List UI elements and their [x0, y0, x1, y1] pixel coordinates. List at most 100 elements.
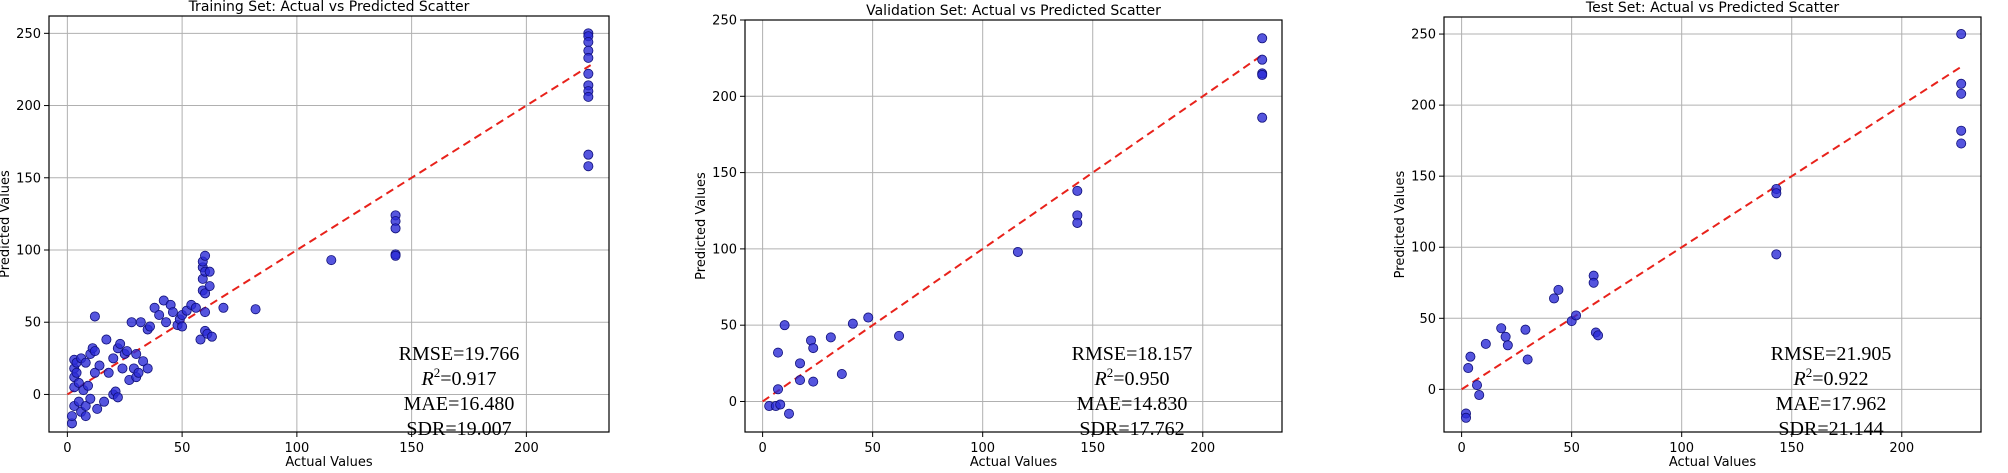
training-data-point — [66, 411, 77, 422]
training-data-point — [73, 377, 84, 388]
validation-sdr-value: 17.762 — [1130, 418, 1185, 440]
validation-data-point — [1257, 112, 1268, 123]
test-data-point — [1771, 188, 1782, 199]
test-data-point — [1956, 88, 1967, 99]
validation-scatter-panel: 0 50 100 150 200 0 50 100 150 200 250 Validation Se… — [694, 3, 1283, 470]
training-y-tick-label: 200 — [16, 99, 41, 114]
training-rmse-metric: RMSE=19.766 — [399, 343, 520, 365]
validation-data-point — [836, 369, 847, 380]
validation-data-point — [1072, 217, 1083, 228]
validation-chart-title: Validation Set: Actual vs Predicted Scat… — [866, 3, 1161, 19]
training-data-point — [92, 403, 103, 414]
training-data-point — [142, 363, 153, 374]
test-sdr-value: 21.144 — [1829, 418, 1884, 440]
validation-x-tick-label: 100 — [970, 441, 995, 456]
training-data-point — [326, 255, 337, 266]
test-data-point — [1571, 310, 1582, 321]
test-data-point — [1474, 390, 1485, 401]
test-y-axis-label: Predicted Values — [1393, 170, 1408, 278]
training-data-point — [583, 37, 594, 48]
training-x-axis-label: Actual Values — [285, 455, 373, 470]
training-sdr-value: 19.007 — [457, 418, 512, 440]
training-x-tick-label: 0 — [63, 441, 71, 456]
validation-sdr-metric: SDR=17.762 — [1079, 418, 1184, 440]
test-x-tick-label: 100 — [1669, 441, 1694, 456]
training-sdr-metric: SDR=19.007 — [406, 418, 511, 440]
test-data-point — [1522, 354, 1533, 365]
training-data-point — [161, 317, 172, 328]
training-data-point — [190, 302, 201, 313]
test-data-point — [1553, 284, 1564, 295]
test-data-point — [1496, 323, 1507, 334]
training-x-tick-label: 100 — [284, 441, 309, 456]
validation-data-point — [825, 332, 836, 343]
training-data-point — [583, 161, 594, 172]
training-data-point — [204, 266, 215, 277]
validation-data-point — [1072, 185, 1083, 196]
training-y-tick-label: 250 — [16, 27, 41, 42]
validation-data-point — [808, 376, 819, 387]
training-data-point — [149, 302, 160, 313]
test-y-tick-label: 250 — [1411, 28, 1436, 43]
training-data-point — [71, 367, 82, 378]
training-data-point — [101, 334, 112, 345]
validation-x-tick-label: 0 — [758, 441, 766, 456]
training-data-point — [250, 304, 261, 315]
validation-data-point — [773, 384, 784, 395]
test-data-point — [1771, 249, 1782, 260]
test-data-point — [1472, 380, 1483, 391]
validation-r2-value: 0.950 — [1125, 368, 1170, 390]
test-x-tick-label: 200 — [1889, 441, 1914, 456]
training-data-point — [99, 396, 110, 407]
training-rmse-value: 19.766 — [464, 343, 519, 365]
validation-x-tick-label: 150 — [1080, 441, 1105, 456]
validation-data-point — [795, 375, 806, 386]
training-data-point — [122, 346, 133, 357]
test-mae-metric: MAE=17.962 — [1776, 393, 1887, 415]
validation-data-point — [1012, 246, 1023, 257]
test-data-point — [1588, 277, 1599, 288]
validation-y-tick-label: 200 — [712, 90, 737, 105]
validation-y-axis-label: Predicted Values — [694, 172, 709, 280]
test-data-point — [1480, 338, 1491, 349]
test-y-tick-label: 100 — [1411, 241, 1436, 256]
training-chart-title: Training Set: Actual vs Predicted Scatte… — [188, 0, 470, 15]
training-data-point — [144, 321, 155, 332]
test-data-point — [1465, 351, 1476, 362]
validation-fit-line — [762, 52, 1265, 403]
training-plot-frame — [48, 15, 610, 433]
training-data-point — [583, 52, 594, 63]
training-data-point — [167, 307, 178, 318]
test-data-point — [1956, 78, 1967, 89]
test-mae-value: 17.962 — [1831, 393, 1886, 415]
training-data-point — [204, 281, 215, 292]
validation-data-point — [1257, 54, 1268, 65]
validation-y-tick-label: 150 — [712, 166, 737, 181]
training-y-tick-label: 100 — [16, 244, 41, 259]
training-scatter-panel: 0 50 100 150 200 0 50 100 150 200 250 Training Set:… — [0, 0, 610, 470]
test-data-point — [1461, 412, 1472, 423]
validation-data-point — [773, 347, 784, 358]
training-data-point — [177, 321, 188, 332]
test-chart-title: Test Set: Actual vs Predicted Scatter — [1585, 0, 1839, 16]
validation-y-tick-label: 50 — [720, 319, 737, 334]
test-data-point — [1593, 330, 1604, 341]
validation-data-point — [894, 330, 905, 341]
test-y-tick-label: 50 — [1419, 312, 1436, 327]
training-data-point — [80, 411, 91, 422]
test-x-tick-label: 50 — [1563, 441, 1580, 456]
training-data-point — [583, 149, 594, 160]
test-sdr-metric: SDR=21.144 — [1778, 418, 1883, 440]
training-data-point — [126, 317, 137, 328]
training-x-tick-label: 50 — [174, 441, 191, 456]
test-data-point — [1549, 293, 1560, 304]
training-data-point — [206, 331, 217, 342]
training-data-point — [103, 367, 114, 378]
training-data-point — [133, 367, 144, 378]
training-data-point — [131, 348, 142, 359]
validation-data-point — [1257, 69, 1268, 80]
test-fit-line — [1461, 64, 1964, 391]
test-data-point — [1956, 125, 1967, 136]
training-data-point — [218, 302, 229, 313]
